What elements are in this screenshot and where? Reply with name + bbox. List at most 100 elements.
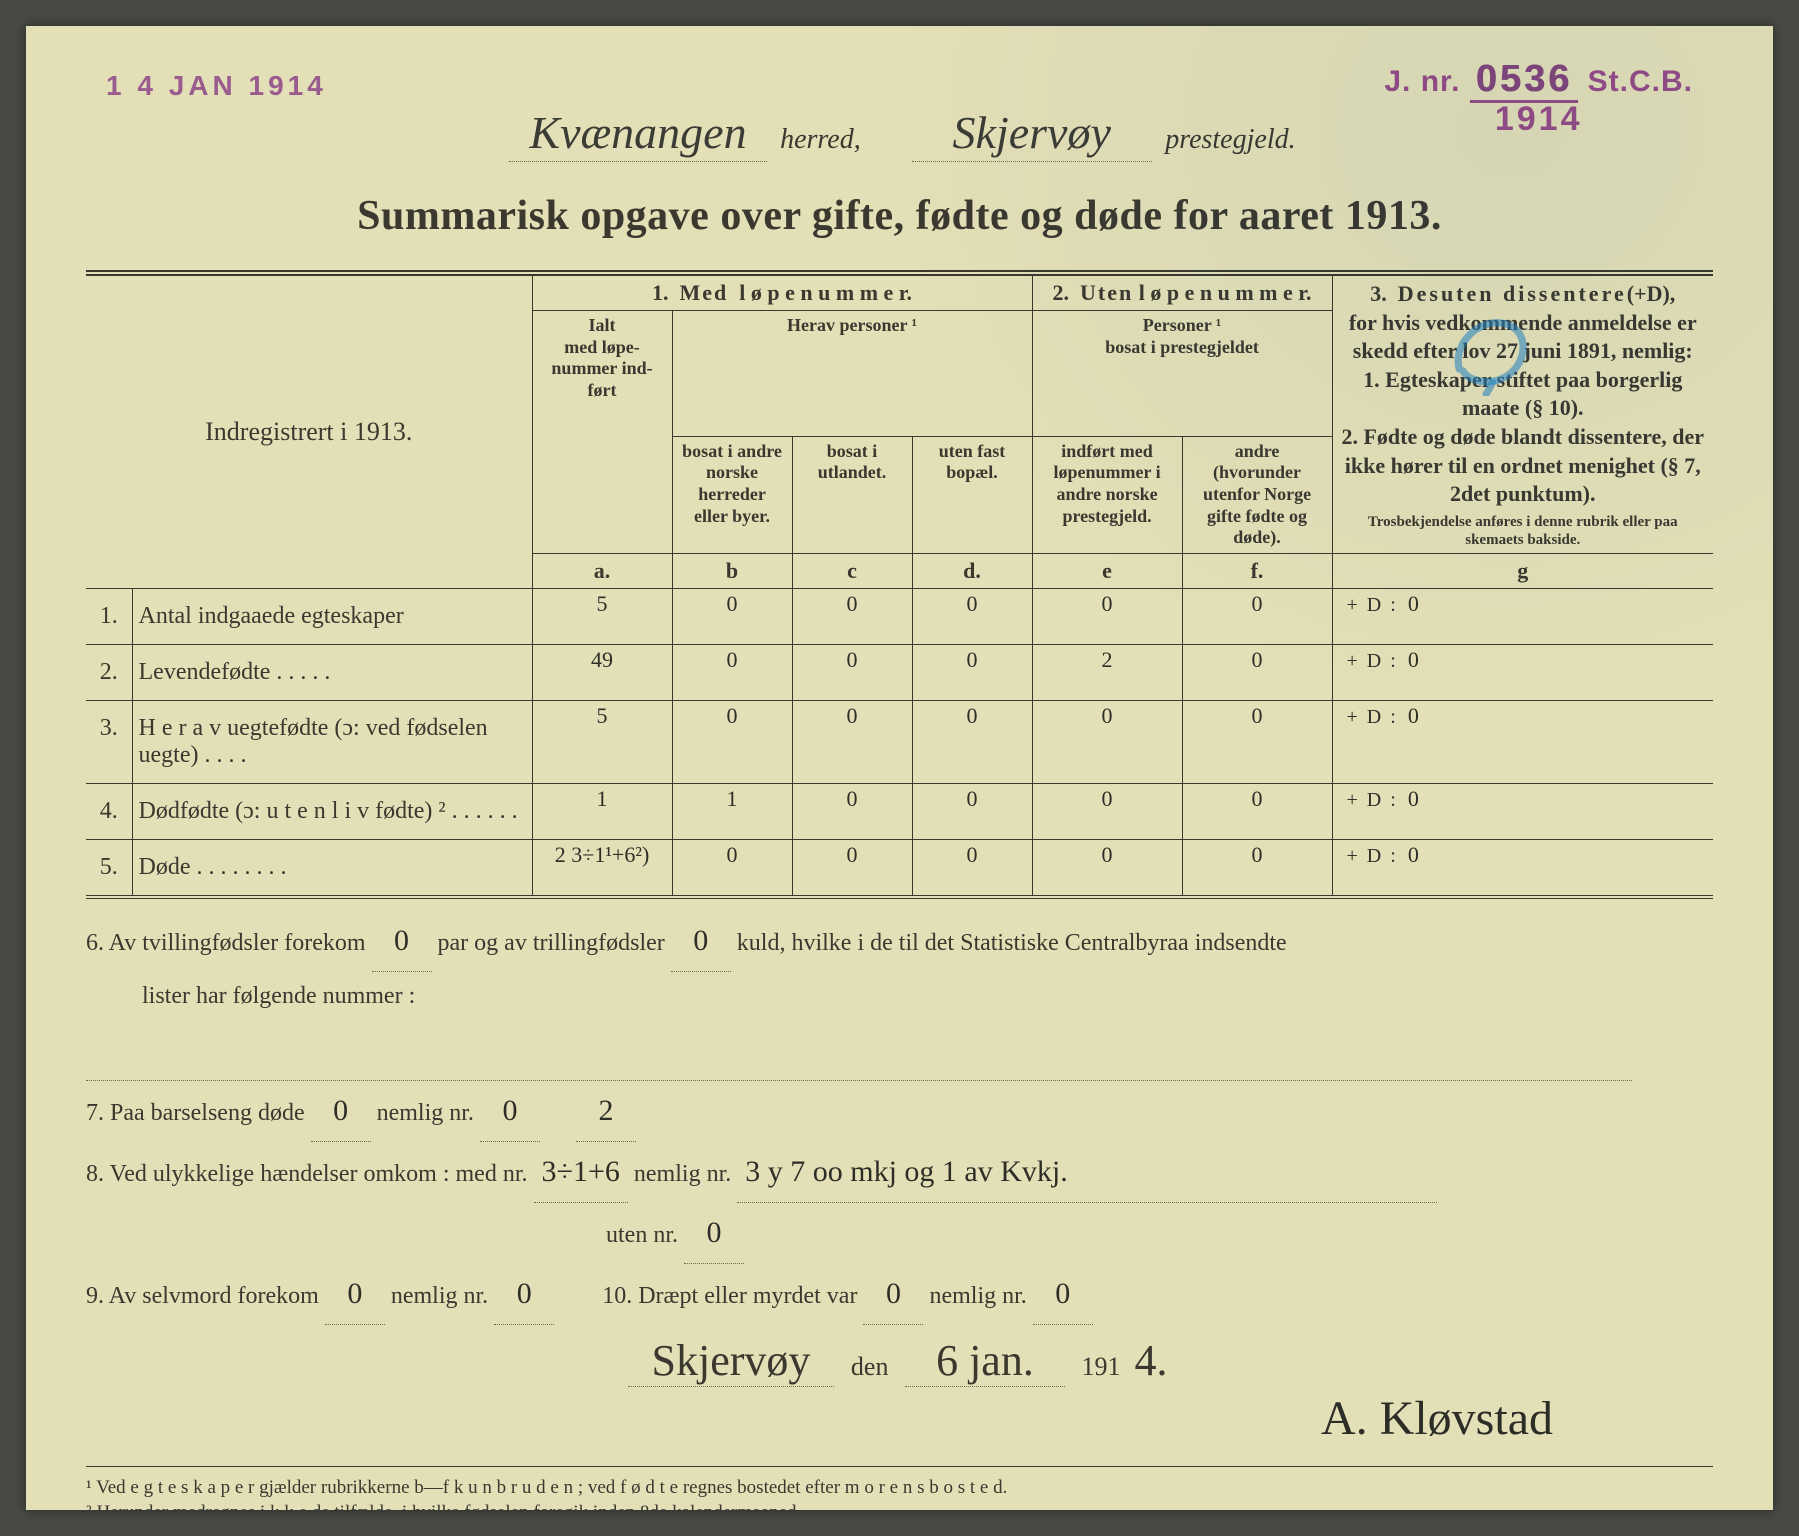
cell-g: + D :0 — [1332, 588, 1713, 644]
jnr-number: 0536 — [1470, 58, 1579, 103]
rule-top-heavy — [86, 270, 1713, 272]
cell-d: 0 — [912, 644, 1032, 700]
journal-number-stamp: J. nr. 0536 St.C.B. 1914 — [1384, 60, 1693, 138]
herred-label: herred, — [780, 124, 861, 155]
table-row: 2.Levendefødte . . . . .4900020+ D :0 — [86, 644, 1713, 700]
cell-d: 0 — [912, 839, 1032, 895]
section-3-head: 3. Desuten dissentere(+D), for hvis vedk… — [1332, 276, 1713, 554]
footnote-2: ² Herunder medregnes i k k e de tilfælde… — [86, 1500, 1713, 1510]
line-8: 8. Ved ulykkelige hændelser omkom : med … — [86, 1142, 1713, 1203]
row-num: 3. — [86, 700, 132, 783]
cell-g: + D :0 — [1332, 700, 1713, 783]
herav-head: Herav personer ¹ — [672, 311, 1032, 437]
document-paper: 1 4 JAN 1914 J. nr. 0536 St.C.B. 1914 Kv… — [26, 26, 1773, 1510]
prestegjeld-value: Skjervøy — [912, 106, 1152, 162]
cell-b: 1 — [672, 783, 792, 839]
row-num: 5. — [86, 839, 132, 895]
section-2-head: 2. Uten l ø p e n u m m e r. — [1032, 276, 1332, 311]
indreg-label: Indregistrert i 1913. — [86, 276, 532, 589]
l8-mednr: 3÷1+6 — [534, 1142, 628, 1203]
col-e-head: indført med løpenummer i andre norske pr… — [1032, 436, 1182, 553]
l10-nr: 0 — [1033, 1264, 1093, 1325]
col-a-head: Ialtmed løpe-nummer ind-ført — [532, 311, 672, 554]
cell-b: 0 — [672, 644, 792, 700]
table-row: 1.Antal indgaaede egteskaper500000+ D :0 — [86, 588, 1713, 644]
cell-c: 0 — [792, 783, 912, 839]
cell-f: 0 — [1182, 839, 1332, 895]
cell-g: + D :0 — [1332, 644, 1713, 700]
l7-extra: 2 — [576, 1081, 636, 1142]
signature-dateline: Skjervøy den 6 jan. 1914. — [86, 1335, 1713, 1387]
cell-c: 0 — [792, 700, 912, 783]
cell-a: 1 — [532, 783, 672, 839]
row-num: 4. — [86, 783, 132, 839]
cell-f: 0 — [1182, 700, 1332, 783]
cell-a: 5 — [532, 588, 672, 644]
col-f-head: andre (hvorunder utenfor Norge gifte fød… — [1182, 436, 1332, 553]
prestegjeld-label: prestegjeld. — [1165, 124, 1295, 155]
scan-background: 1 4 JAN 1914 J. nr. 0536 St.C.B. 1914 Kv… — [0, 0, 1799, 1536]
footnotes: ¹ Ved e g t e s k a p e r gjælder rubrik… — [86, 1466, 1713, 1510]
cell-e: 0 — [1032, 700, 1182, 783]
cell-b: 0 — [672, 700, 792, 783]
twins-count: 0 — [372, 911, 432, 972]
cell-g: + D :0 — [1332, 839, 1713, 895]
cell-b: 0 — [672, 588, 792, 644]
l9-val: 0 — [325, 1264, 385, 1325]
row-label: Levendefødte . . . . . — [132, 644, 532, 700]
cell-e: 0 — [1032, 588, 1182, 644]
l10-val: 0 — [863, 1264, 923, 1325]
line-8b: uten nr. 0 — [86, 1203, 1713, 1264]
triplets-count: 0 — [671, 911, 731, 972]
row-label: Dødfødte (ɔ: u t e n l i v fødte) ² . . … — [132, 783, 532, 839]
row-label: Antal indgaaede egteskaper — [132, 588, 532, 644]
herred-value: Kvænangen — [509, 106, 766, 162]
line-9-10: 9. Av selvmord forekom 0 nemlig nr. 0 10… — [86, 1264, 1713, 1325]
jnr-suffix: St.C.B. — [1588, 65, 1693, 98]
cell-c: 0 — [792, 839, 912, 895]
col-d-head: uten fast bopæl. — [912, 436, 1032, 553]
rule-mid — [86, 898, 1713, 899]
table-row: 5.Døde . . . . . . . .2 3÷1¹+6²)00000+ D… — [86, 839, 1713, 895]
section-1-head: 1. Med l ø p e n u m m e r. — [532, 276, 1032, 311]
cell-f: 0 — [1182, 783, 1332, 839]
cell-c: 0 — [792, 644, 912, 700]
cell-e: 0 — [1032, 839, 1182, 895]
footnote-1: ¹ Ved e g t e s k a p e r gjælder rubrik… — [86, 1475, 1713, 1501]
cell-a: 2 3÷1¹+6²) — [532, 839, 672, 895]
l9-nr: 0 — [494, 1264, 554, 1325]
l7-nr: 0 — [480, 1081, 540, 1142]
l7-val: 0 — [311, 1081, 371, 1142]
cell-f: 0 — [1182, 588, 1332, 644]
sig-date: 6 jan. — [905, 1335, 1065, 1387]
document-title: Summarisk opgave over gifte, fødte og dø… — [86, 192, 1713, 240]
cell-f: 0 — [1182, 644, 1332, 700]
section-2-sub: Personer ¹bosat i prestegjeldet — [1032, 311, 1332, 437]
cell-e: 0 — [1032, 783, 1182, 839]
col-letter-g: g — [1332, 553, 1713, 588]
col-letter-b: b — [672, 553, 792, 588]
line-6: 6. Av tvillingfødsler forekom 0 par og a… — [86, 911, 1713, 1020]
main-table: Indregistrert i 1913. 1. Med l ø p e n u… — [86, 275, 1713, 896]
signature-name: A. Kløvstad — [86, 1391, 1713, 1446]
sig-place: Skjervøy — [628, 1335, 835, 1387]
cell-d: 0 — [912, 700, 1032, 783]
col-b-head: bosat i andre norske herreder eller byer… — [672, 436, 792, 553]
row-num: 1. — [86, 588, 132, 644]
col-letter-c: c — [792, 553, 912, 588]
cell-d: 0 — [912, 783, 1032, 839]
cell-g: + D :0 — [1332, 783, 1713, 839]
row-num: 2. — [86, 644, 132, 700]
cell-d: 0 — [912, 588, 1032, 644]
row-label: H e r a v uegtefødte (ɔ: ved fødselen ue… — [132, 700, 532, 783]
cell-e: 2 — [1032, 644, 1182, 700]
sig-year-suffix: 4. — [1130, 1335, 1171, 1386]
cell-a: 49 — [532, 644, 672, 700]
col-letter-e: e — [1032, 553, 1182, 588]
col-letter-a: a. — [532, 553, 672, 588]
col-letter-d: d. — [912, 553, 1032, 588]
cell-a: 5 — [532, 700, 672, 783]
table-row: 4.Dødfødte (ɔ: u t e n l i v fødte) ² . … — [86, 783, 1713, 839]
line-7: 7. Paa barselseng døde 0 nemlig nr. 0 2 — [86, 1081, 1713, 1142]
jnr-year: 1914 — [1384, 102, 1693, 138]
